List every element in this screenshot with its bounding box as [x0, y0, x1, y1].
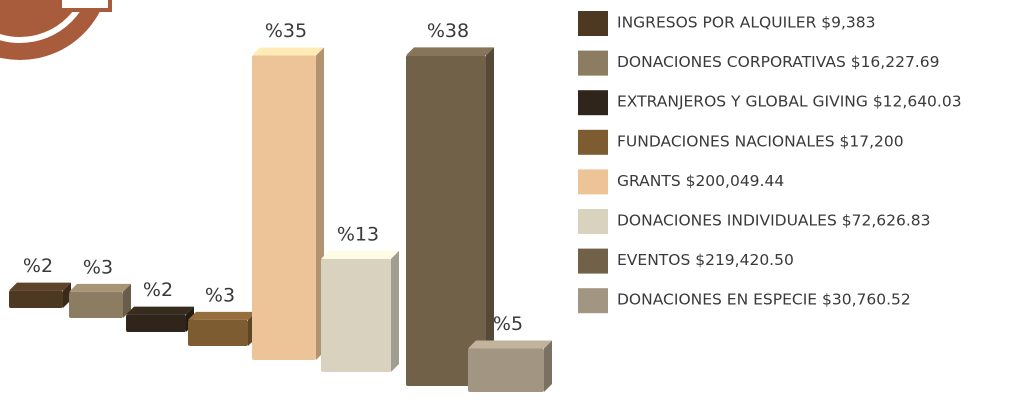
bar [188, 319, 248, 346]
bar-top [406, 47, 494, 56]
bar-top [468, 340, 552, 349]
legend-label: DONACIONES INDIVIDUALES $72,626.83 [617, 212, 930, 230]
value-label: %2 [143, 279, 173, 301]
value-label: %2 [23, 255, 53, 277]
bar [126, 314, 186, 332]
bar-top [321, 250, 399, 259]
legend-swatch [578, 11, 608, 36]
bar [406, 55, 486, 387]
bar-top [9, 282, 71, 291]
bar-side [391, 250, 399, 372]
bar [252, 55, 316, 360]
logo-decoration [0, 0, 112, 60]
bar-top [188, 311, 256, 320]
bar-top [69, 283, 131, 292]
legend-label: GRANTS $200,049.44 [617, 172, 784, 190]
legend-label: FUNDACIONES NACIONALES $17,200 [617, 132, 904, 150]
legend-swatch [578, 209, 608, 234]
legend-swatch [578, 90, 608, 116]
bar-top [252, 47, 324, 56]
value-label: %38 [427, 20, 469, 42]
legend-label: EVENTOS $219,420.50 [617, 251, 794, 269]
bar-top [126, 306, 194, 315]
legend-swatch [578, 129, 608, 155]
bar [69, 291, 123, 318]
value-label: %13 [337, 223, 379, 245]
bar-side [486, 47, 494, 387]
value-label: %3 [205, 284, 235, 306]
bar [468, 348, 544, 392]
legend-label: EXTRANJEROS Y GLOBAL GIVING $12,640.03 [617, 93, 962, 111]
legend-label: INGRESOS POR ALQUILER $9,383 [617, 14, 876, 32]
legend-label: DONACIONES EN ESPECIE $30,760.52 [617, 291, 911, 309]
bar [9, 290, 63, 308]
bar-side [544, 340, 552, 392]
bar [321, 258, 391, 372]
legend-swatch [578, 248, 608, 274]
bar-side [123, 283, 131, 318]
value-label: %35 [265, 20, 307, 42]
legend-label: DONACIONES CORPORATIVAS $16,227.69 [617, 53, 939, 71]
legend-swatch [578, 169, 608, 195]
legend-swatch [578, 288, 608, 314]
value-label: %3 [83, 256, 113, 278]
legend-swatch [578, 50, 608, 76]
value-label: %5 [493, 313, 523, 335]
